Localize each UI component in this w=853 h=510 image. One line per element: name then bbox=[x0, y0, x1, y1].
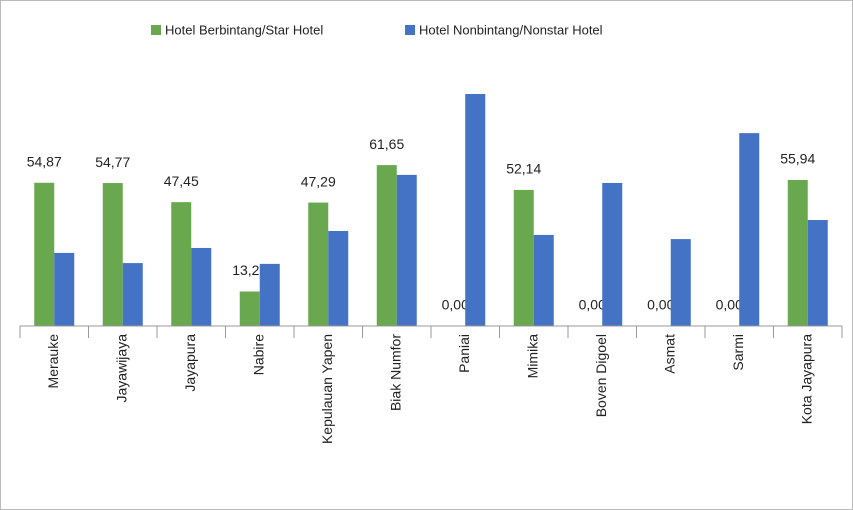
data-label: 55,94 bbox=[780, 151, 815, 167]
data-label: 0,00 bbox=[647, 297, 674, 313]
legend-label: Hotel Berbintang/Star Hotel bbox=[165, 22, 323, 37]
legend-label: Hotel Nonbintang/Nonstar Hotel bbox=[419, 22, 603, 37]
data-label: 47,29 bbox=[301, 173, 336, 189]
legend-swatch bbox=[151, 25, 161, 35]
data-label: 47,45 bbox=[164, 173, 199, 189]
bar bbox=[513, 189, 534, 326]
legend-swatch bbox=[405, 25, 415, 35]
x-tick-label: Paniai bbox=[456, 334, 472, 373]
x-tick-label: Asmat bbox=[661, 334, 677, 374]
x-tick-label: Biak Numfor bbox=[387, 334, 403, 411]
x-tick-label: Mimika bbox=[524, 334, 540, 379]
bar bbox=[308, 202, 329, 326]
x-tick-label: Jayawijaya bbox=[113, 334, 129, 403]
data-label: 54,77 bbox=[95, 154, 130, 170]
x-tick-label: Sarmi bbox=[730, 334, 746, 371]
bar bbox=[533, 234, 554, 326]
x-tick-label: Kota Jayapura bbox=[798, 334, 814, 424]
x-tick-label: Merauke bbox=[45, 334, 61, 389]
data-label: 61,65 bbox=[369, 136, 404, 152]
bar bbox=[602, 182, 623, 326]
data-label: 52,14 bbox=[506, 161, 541, 177]
bar bbox=[670, 239, 691, 326]
bar bbox=[396, 174, 417, 326]
bar bbox=[376, 165, 397, 326]
data-label: 0,00 bbox=[716, 297, 743, 313]
bar bbox=[465, 93, 486, 326]
x-tick-label: Nabire bbox=[250, 334, 266, 375]
bar bbox=[739, 133, 760, 326]
x-tick-label: Boven Digoel bbox=[593, 334, 609, 417]
bar bbox=[54, 252, 75, 326]
bar bbox=[102, 183, 123, 326]
bar bbox=[191, 247, 212, 326]
bar bbox=[122, 263, 143, 326]
bar bbox=[787, 179, 808, 326]
bar bbox=[259, 263, 280, 326]
bar bbox=[34, 182, 55, 326]
x-tick-label: Jayapura bbox=[182, 334, 198, 392]
data-label: 0,00 bbox=[442, 297, 469, 313]
data-label: 0,00 bbox=[579, 297, 606, 313]
bar bbox=[328, 230, 349, 326]
bar bbox=[171, 202, 192, 326]
bar bbox=[239, 291, 260, 326]
x-tick-label: Kepulauan Yapen bbox=[319, 334, 335, 444]
bar bbox=[807, 220, 828, 326]
data-label: 54,87 bbox=[27, 153, 62, 169]
data-label: 13,22 bbox=[232, 262, 267, 278]
